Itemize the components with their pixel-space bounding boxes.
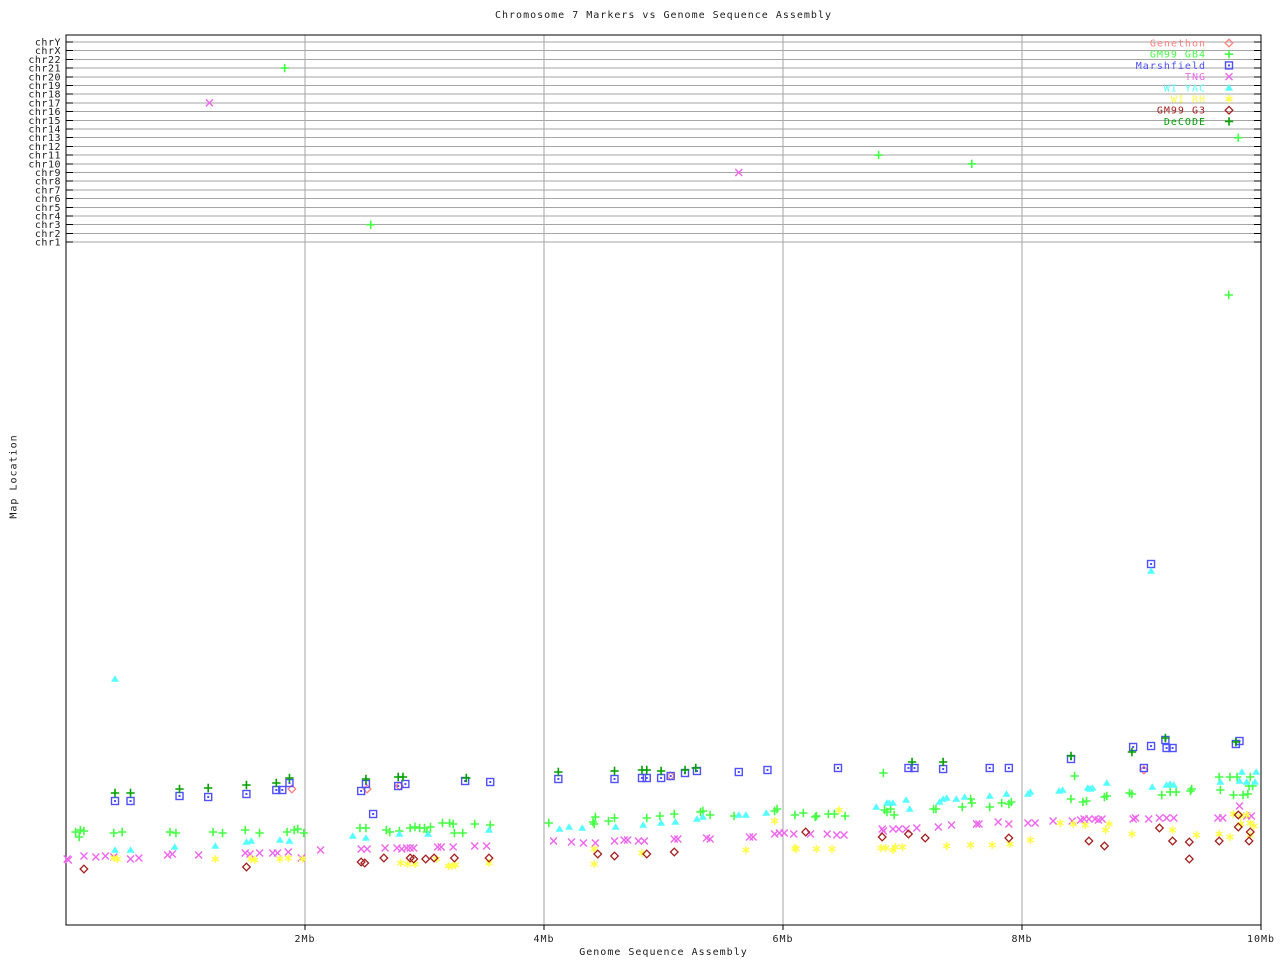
y-tick-label: chr11 (28, 151, 61, 162)
x-axis-title: Genome Sequence Assembly (579, 947, 748, 958)
series-gm99-gb4 (71, 63, 1257, 842)
series-gm99-g3 (79, 810, 1255, 874)
legend-label: Genethon (1150, 39, 1206, 50)
y-tick-label: chrX (35, 46, 61, 57)
y-tick-label: chr22 (28, 55, 61, 66)
series-decode (110, 733, 1241, 798)
y-tick-label: chr4 (35, 212, 61, 223)
y-tick-label: chr13 (28, 133, 61, 144)
legend-label: GM99 G3 (1157, 106, 1206, 117)
x-tick-label: 8Mb (1011, 934, 1032, 945)
legend-label: DeCODE (1164, 117, 1206, 128)
series-wi-yac (110, 567, 1261, 853)
y-tick-label: chr9 (35, 168, 61, 179)
y-tick-label: chrY (35, 38, 61, 49)
legend-label: WI YAC (1164, 83, 1206, 94)
y-tick-label: chr10 (28, 159, 61, 170)
y-tick-label: chr12 (28, 142, 61, 153)
y-tick-label: chr8 (35, 177, 61, 188)
y-tick-label: chr20 (28, 72, 61, 83)
y-tick-label: chr1 (35, 238, 61, 249)
y-tick-label: chr16 (28, 107, 61, 118)
y-tick-label: chr18 (28, 90, 61, 101)
series-wi-rh (110, 806, 1258, 870)
y-tick-label: chr5 (35, 203, 61, 214)
series-tng (63, 98, 1256, 864)
y-tick-label: chr17 (28, 98, 61, 109)
legend-label: WI RH (1171, 95, 1206, 106)
y-tick-label: chr6 (35, 194, 61, 205)
legend-label: GM99 GB4 (1150, 50, 1206, 61)
x-tick-label: 2Mb (294, 934, 315, 945)
x-tick-label: 10Mb (1247, 934, 1275, 945)
y-tick-label: chr3 (35, 220, 61, 231)
series-genethon (287, 765, 1149, 794)
series-marshfield (110, 559, 1244, 819)
y-tick-label: chr7 (35, 185, 61, 196)
legend-label: Marshfield (1136, 61, 1206, 72)
y-tick-label: chr14 (28, 125, 61, 136)
y-tick-label: chr19 (28, 81, 61, 92)
y-tick-label: chr15 (28, 116, 61, 127)
x-tick-label: 6Mb (772, 934, 793, 945)
y-tick-label: chr21 (28, 64, 61, 75)
y-tick-label: chr2 (35, 229, 61, 240)
plot-border (65, 34, 1262, 926)
x-tick-label: 4Mb (533, 934, 554, 945)
legend-label: TNG (1185, 72, 1206, 83)
chart-title: Chromosome 7 Markers vs Genome Sequence … (495, 10, 832, 21)
